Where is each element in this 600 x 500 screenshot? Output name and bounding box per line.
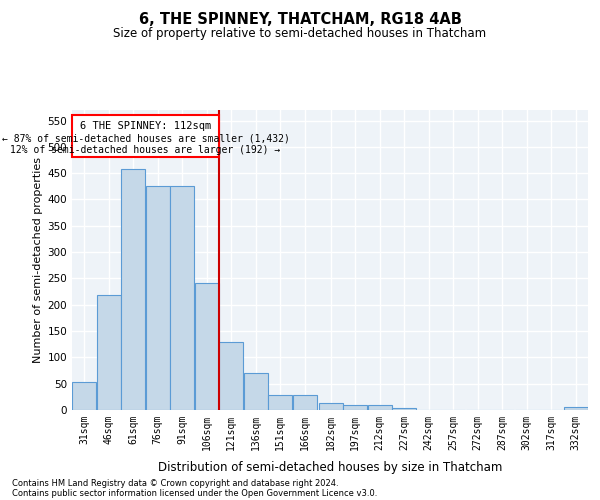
Bar [97, 296, 121, 410]
Bar [392, 408, 416, 410]
Bar [72, 382, 96, 410]
Text: 6 THE SPINNEY: 112sqm: 6 THE SPINNEY: 112sqm [80, 121, 211, 131]
Text: 6, THE SPINNEY, THATCHAM, RG18 4AB: 6, THE SPINNEY, THATCHAM, RG18 4AB [139, 12, 461, 28]
Text: 12% of semi-detached houses are larger (192) →: 12% of semi-detached houses are larger (… [10, 145, 281, 155]
X-axis label: Distribution of semi-detached houses by size in Thatcham: Distribution of semi-detached houses by … [158, 461, 502, 474]
Text: Contains HM Land Registry data © Crown copyright and database right 2024.: Contains HM Land Registry data © Crown c… [12, 478, 338, 488]
Text: Size of property relative to semi-detached houses in Thatcham: Size of property relative to semi-detach… [113, 28, 487, 40]
FancyBboxPatch shape [72, 116, 219, 158]
Bar [195, 283, 219, 410]
Text: ← 87% of semi-detached houses are smaller (1,432): ← 87% of semi-detached houses are smalle… [2, 134, 289, 143]
Bar [293, 396, 317, 410]
Bar [268, 396, 292, 410]
Bar [564, 408, 588, 410]
Bar [121, 169, 145, 410]
Text: Contains public sector information licensed under the Open Government Licence v3: Contains public sector information licen… [12, 488, 377, 498]
Bar [170, 186, 194, 410]
Bar [146, 186, 170, 410]
Bar [343, 404, 367, 410]
Y-axis label: Number of semi-detached properties: Number of semi-detached properties [33, 157, 43, 363]
Bar [219, 342, 243, 410]
Bar [319, 402, 343, 410]
Bar [368, 404, 392, 410]
Bar [244, 372, 268, 410]
